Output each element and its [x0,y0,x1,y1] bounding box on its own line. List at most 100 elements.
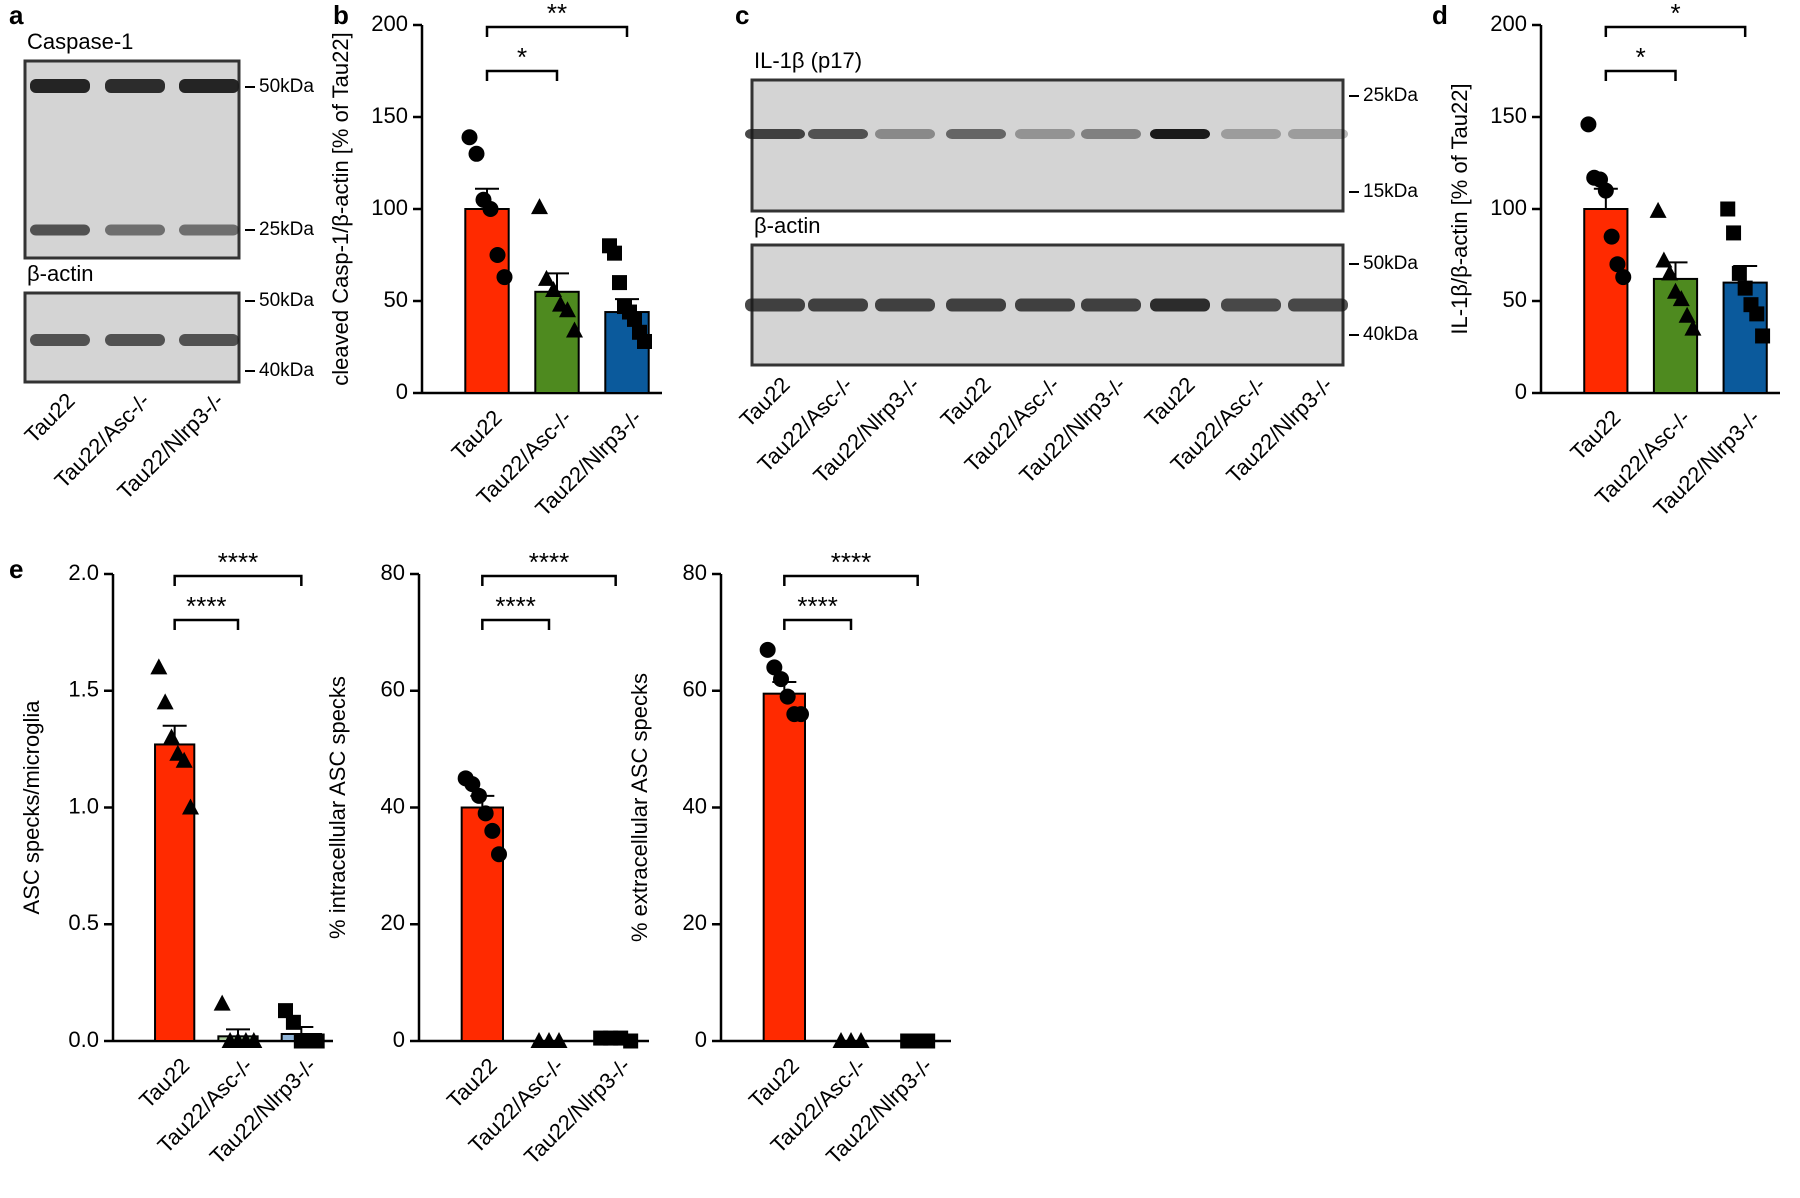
bar [464,208,510,394]
y-tick-label: 2.0 [68,560,99,585]
blot-band [1150,298,1210,312]
y-tick-label: 100 [371,195,408,220]
size-marker-label: 50kDa [259,76,314,97]
data-point [468,145,485,162]
y-axis-label: % extracellular ASC specks [627,673,652,942]
blot-band [946,129,1006,139]
data-point [766,659,783,676]
data-point [1720,201,1736,217]
data-point [759,641,776,658]
significance-label: * [1636,42,1646,72]
significance-bracket [481,574,617,586]
blot-band [179,334,239,346]
y-tick-label: 20 [683,910,707,935]
blot-label: β-actin [754,213,820,238]
data-point [1603,228,1620,245]
panel-letter: c [735,0,749,30]
blot-label: β-actin [27,261,93,286]
data-point [496,269,513,286]
x-tick-label: Tau22 [442,1053,502,1113]
blot-band [1081,298,1141,312]
significance-label: **** [797,591,837,621]
significance-bracket [173,574,303,586]
y-tick-label: 50 [384,287,408,312]
blot-band [745,129,805,139]
data-point [1726,225,1742,241]
data-point [1737,280,1753,296]
data-point [612,275,627,291]
blot-band [808,298,868,312]
lane-label: Tau22 [1140,372,1200,432]
size-marker-label: 40kDa [1363,324,1418,345]
significance-bracket [485,69,559,81]
x-tick-label: Tau22 [744,1053,804,1113]
data-point [773,671,789,688]
data-point [309,1033,325,1049]
data-point [491,846,507,863]
blot-band [875,298,935,312]
blot-label: Caspase-1 [27,29,133,54]
blot-band [1015,129,1075,139]
panel-letter: a [9,0,24,30]
significance-label: **** [831,547,871,577]
x-tick-label: Tau22 [447,405,507,465]
y-tick-label: 40 [683,793,707,818]
size-marker-label: 25kDa [259,219,314,240]
y-tick-label: 0 [396,379,408,404]
significance-bracket [485,25,629,37]
blot-band [30,79,90,93]
bar [762,692,807,1042]
significance-bracket [481,618,551,630]
data-point [1597,182,1614,199]
y-tick-label: 0 [393,1027,405,1052]
data-point [545,280,562,297]
data-point [1678,306,1696,323]
y-tick-label: 200 [371,11,408,36]
y-tick-label: 20 [381,910,405,935]
blot-band [1221,298,1281,312]
significance-bracket [1604,25,1747,37]
blot-band [1015,298,1075,312]
data-point [550,1032,568,1048]
data-point [482,201,499,217]
x-tick-label: Tau22 [134,1053,194,1113]
significance-label: ** [547,0,567,28]
y-tick-label: 0 [695,1027,707,1052]
lane-label: Tau22 [20,388,80,448]
data-point [1609,256,1626,273]
blot-band [179,224,239,236]
data-point [1755,328,1771,344]
blot-band [1150,129,1210,139]
y-tick-label: 50 [1503,287,1527,312]
data-point [531,198,548,215]
y-tick-label: 40 [381,793,405,818]
x-tick-label: Tau22 [1565,405,1625,465]
size-marker-label: 40kDa [259,360,314,381]
size-marker-label: 50kDa [259,290,314,311]
data-point [150,658,168,675]
data-point [1615,269,1632,286]
blot-band [105,224,165,236]
significance-label: * [517,42,527,72]
y-tick-label: 100 [1490,195,1527,220]
data-point [245,1032,263,1048]
bar [154,743,196,1043]
y-tick-label: 0.5 [68,910,99,935]
data-point [175,751,193,768]
data-point [627,311,642,327]
panel-letter: d [1432,0,1448,30]
significance-label: **** [218,547,258,577]
data-point [278,1003,293,1019]
blot-band [30,334,90,346]
data-point [1749,306,1765,322]
data-point [182,798,199,815]
data-point [1649,201,1667,218]
y-tick-label: 80 [381,560,405,585]
y-tick-label: 0.0 [68,1027,99,1052]
data-point [1661,264,1679,281]
blot-band [745,298,805,312]
blot-band [875,129,935,139]
data-point [1580,116,1597,133]
y-tick-label: 150 [371,103,408,128]
significance-label: **** [529,547,569,577]
